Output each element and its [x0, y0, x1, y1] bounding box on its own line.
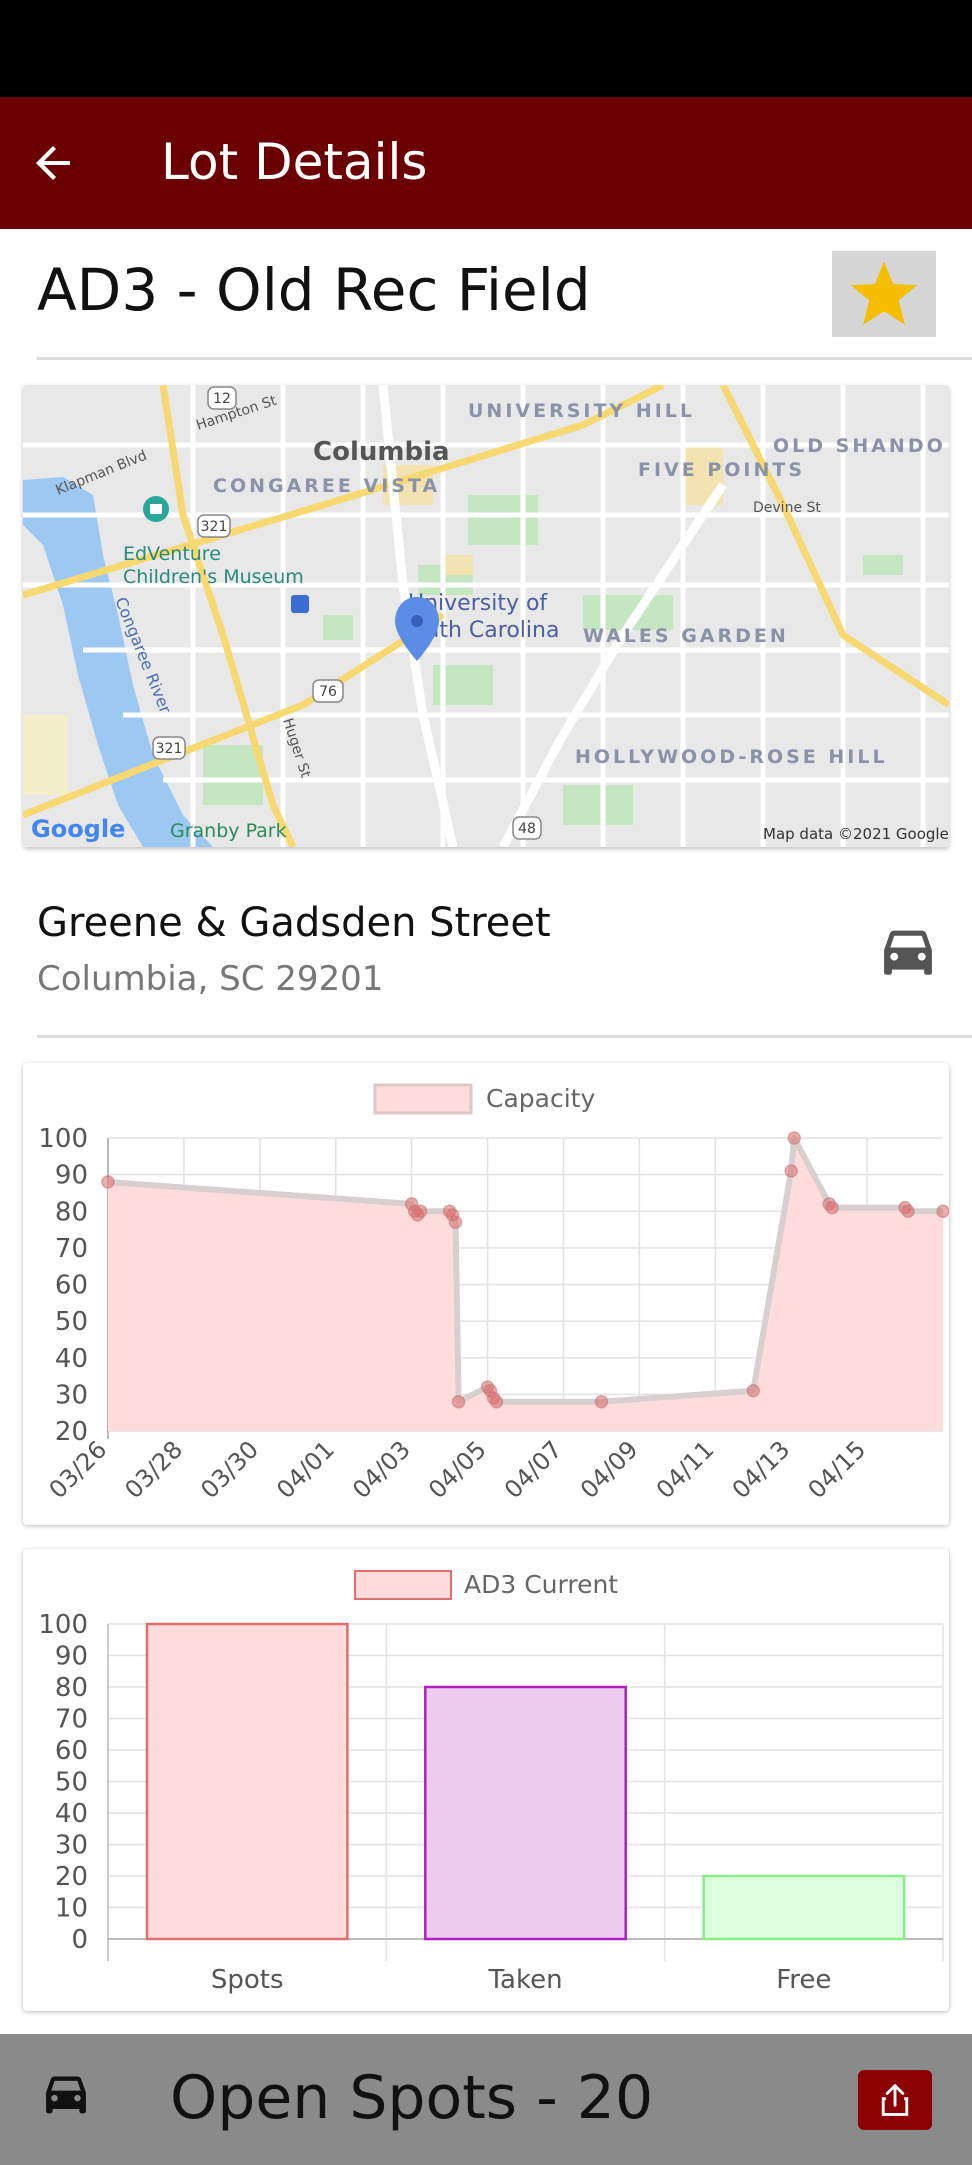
- map-label: CONGAREE VISTA: [213, 475, 440, 497]
- map-label: Columbia: [313, 437, 450, 467]
- app-bar: Lot Details: [0, 97, 972, 229]
- back-button[interactable]: [22, 131, 86, 195]
- y-tick-label: 40: [55, 1799, 88, 1829]
- map-label: HOLLYWOOD-ROSE HILL: [575, 746, 888, 768]
- capacity-point: [413, 1204, 428, 1218]
- favorite-button[interactable]: [832, 251, 936, 337]
- capacity-point: [448, 1215, 463, 1229]
- capacity-point: [451, 1394, 466, 1409]
- x-tick-label: 04/09: [575, 1435, 644, 1504]
- y-tick-label: 0: [71, 1925, 88, 1955]
- capacity-point: [746, 1383, 760, 1398]
- capacity-chart-card: Capacity 100 90 80 70 60 50 40 30 20 03/26 03/28 0…: [23, 1063, 950, 1525]
- divider: [37, 1035, 972, 1038]
- legend-label: AD3 Current: [464, 1570, 618, 1599]
- map-canvas: 12 321 76 321 48 UNIVERSITY HILL Columbi…: [23, 385, 949, 847]
- directions-button[interactable]: [876, 928, 940, 980]
- open-spots-text: Open Spots - 20: [170, 2063, 654, 2133]
- arrow-back-icon: [36, 146, 70, 180]
- capacity-point: [825, 1200, 839, 1215]
- map-label: Granby Park: [170, 820, 287, 842]
- x-tick-label: 03/30: [195, 1435, 264, 1504]
- route-12-label: 12: [213, 391, 231, 407]
- y-tick-label: 100: [38, 1610, 88, 1640]
- capacity-point: [101, 1175, 115, 1189]
- x-tick-label: Spots: [211, 1965, 284, 1995]
- bar-free: [702, 1874, 906, 1941]
- car-icon: [46, 2076, 86, 2114]
- map-label: OLD SHANDO: [773, 435, 946, 457]
- share-icon: [881, 2084, 909, 2116]
- map-label: UNIVERSITY HILL: [468, 400, 695, 422]
- capacity-point: [489, 1394, 504, 1409]
- route-321-label: 321: [201, 519, 228, 535]
- capacity-point: [784, 1164, 798, 1178]
- y-tick-label: 90: [55, 1642, 88, 1672]
- route-76-label: 76: [319, 684, 337, 700]
- app-bar-title: Lot Details: [161, 133, 428, 191]
- capacity-point: [594, 1394, 609, 1409]
- x-tick-label: Taken: [487, 1965, 562, 1995]
- legend-swatch: [354, 1570, 452, 1600]
- route-48-label: 48: [518, 821, 536, 837]
- y-tick-label: 100: [38, 1124, 88, 1154]
- y-tick-label: 30: [55, 1380, 88, 1410]
- bottom-bar: Open Spots - 20: [0, 2034, 972, 2165]
- capacity-point: [787, 1131, 801, 1145]
- x-tick-label: Free: [776, 1965, 831, 1995]
- x-tick-label: 04/03: [347, 1435, 416, 1504]
- y-tick-label: 40: [55, 1344, 88, 1374]
- lot-title: AD3 - Old Rec Field: [37, 256, 591, 324]
- star-icon: [850, 261, 918, 325]
- x-tick-label: 04/15: [803, 1435, 872, 1504]
- location-pin-icon: [395, 597, 439, 661]
- bar-spots: [145, 1622, 349, 1941]
- x-tick-label: 04/01: [271, 1435, 340, 1504]
- car-icon: [884, 930, 932, 975]
- address-city: Columbia, SC 29201: [37, 959, 384, 999]
- y-tick-label: 20: [55, 1417, 88, 1447]
- bar-taken: [424, 1685, 627, 1941]
- y-tick-label: 80: [55, 1197, 88, 1227]
- route-321-label: 321: [156, 741, 183, 757]
- location-map[interactable]: 12 321 76 321 48 UNIVERSITY HILL Columbi…: [23, 385, 949, 847]
- map-label: FIVE POINTS: [638, 459, 805, 481]
- x-tick-label: 03/28: [119, 1435, 188, 1504]
- current-chart-card: AD3 Current 100 90 80 70 60 50 40 30 20 10 0 Spots…: [23, 1549, 949, 2011]
- y-tick-label: 20: [55, 1862, 88, 1892]
- legend-swatch: [373, 1083, 473, 1115]
- divider: [37, 357, 972, 360]
- y-tick-label: 80: [55, 1673, 88, 1703]
- x-tick-label: 04/07: [499, 1435, 568, 1504]
- capacity-area: [108, 1138, 943, 1431]
- y-tick-label: 60: [55, 1736, 88, 1766]
- y-tick-label: 30: [55, 1831, 88, 1861]
- capacity-point: [901, 1204, 915, 1218]
- share-button[interactable]: [858, 2070, 932, 2130]
- map-label: WALES GARDEN: [583, 625, 789, 647]
- map-attribution: Map data ©2021 Google: [763, 825, 949, 843]
- capacity-point: [936, 1204, 950, 1218]
- bus-stop-icon: [291, 595, 309, 613]
- y-tick-label: 70: [55, 1234, 88, 1264]
- map-label: Devine St: [753, 500, 821, 516]
- x-tick-label: 04/13: [727, 1435, 796, 1504]
- google-logo: Google: [31, 815, 125, 843]
- legend-label: Capacity: [486, 1084, 595, 1113]
- map-label: Children's Museum: [123, 566, 304, 588]
- y-tick-label: 90: [55, 1161, 88, 1191]
- y-tick-label: 10: [55, 1894, 88, 1924]
- x-tick-label: 04/05: [423, 1435, 492, 1504]
- address-street: Greene & Gadsden Street: [37, 900, 551, 946]
- y-tick-label: 70: [55, 1705, 88, 1735]
- map-label: EdVenture: [123, 543, 221, 565]
- y-tick-label: 60: [55, 1271, 88, 1301]
- y-tick-label: 50: [55, 1307, 88, 1337]
- y-tick-label: 50: [55, 1768, 88, 1798]
- x-tick-label: 04/11: [651, 1435, 720, 1504]
- museum-icon: [143, 496, 169, 522]
- status-bar: [0, 0, 972, 97]
